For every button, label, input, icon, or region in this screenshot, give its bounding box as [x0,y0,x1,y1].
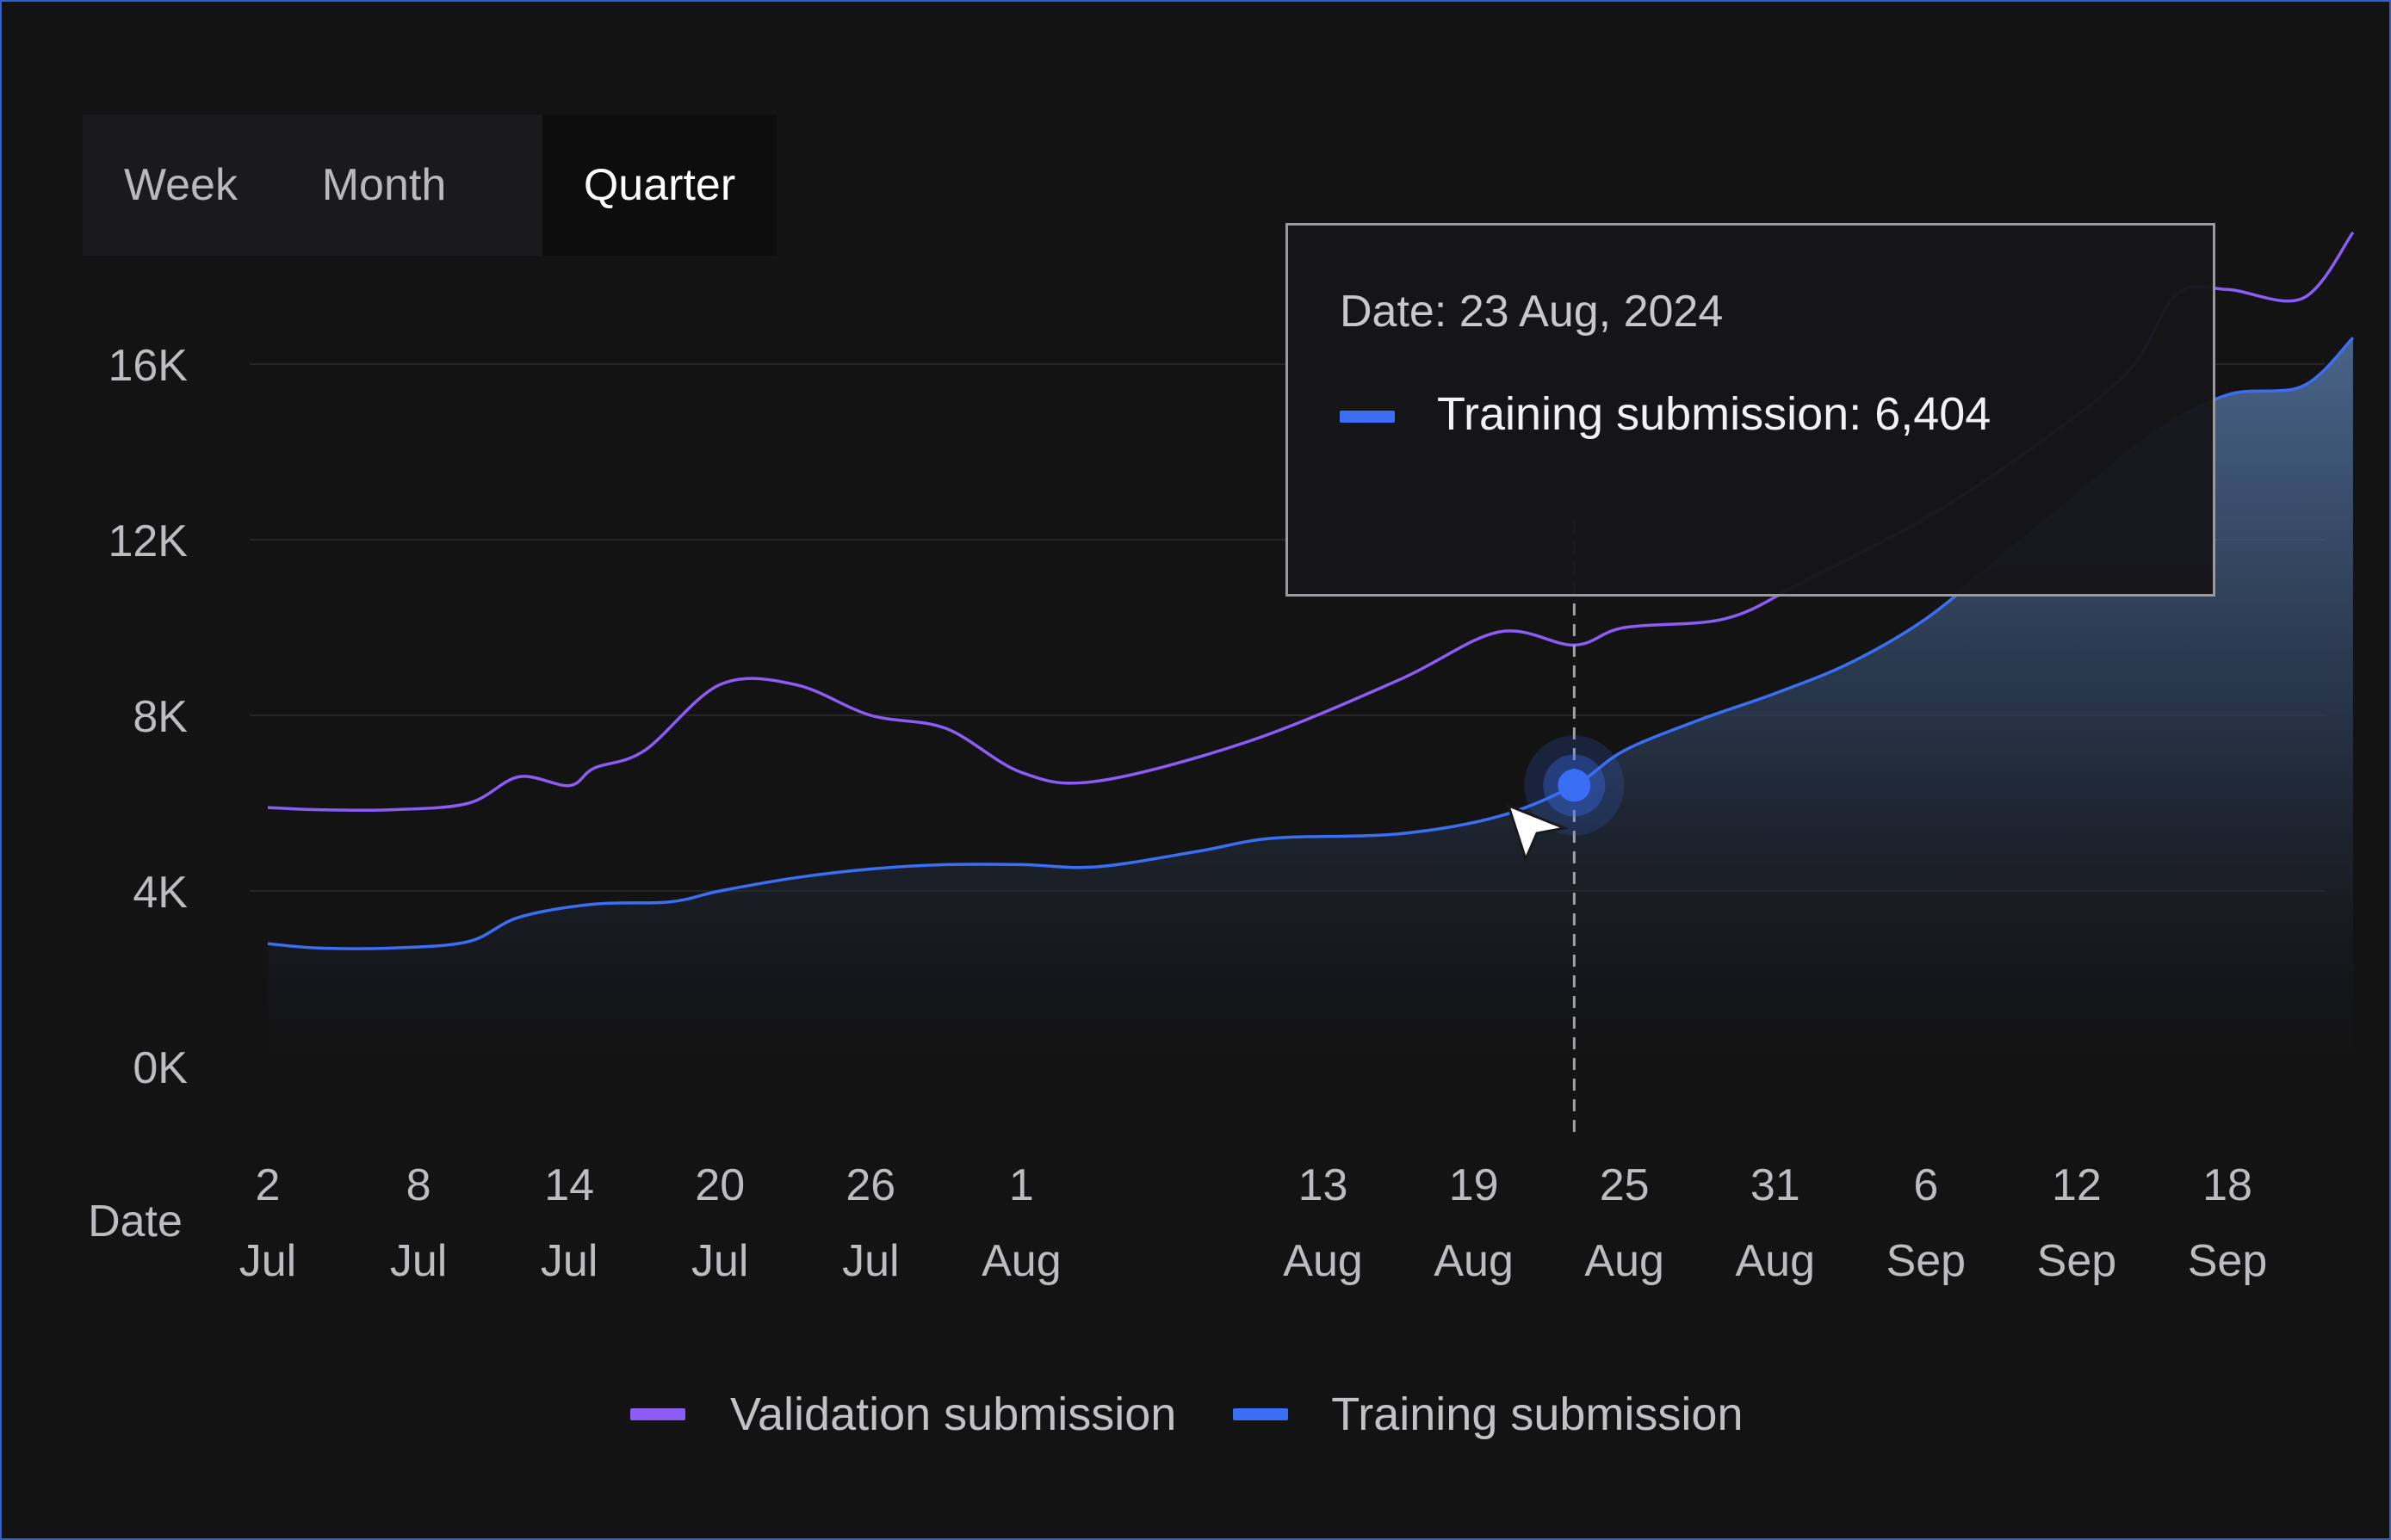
tab-quarter[interactable]: Quarter [542,114,777,256]
legend-swatch-training [1233,1408,1289,1420]
x-tick-day: 20 [695,1160,745,1210]
x-tick-day: 19 [1449,1160,1499,1210]
y-tick-label: 16K [108,341,188,391]
x-tick-month: Jul [239,1236,296,1286]
chart-tooltip: Date: 23 Aug, 2024 Training submission: … [1285,223,2215,597]
training-area [268,337,2353,1067]
x-tick-day: 26 [846,1160,895,1210]
hover-point[interactable] [1558,769,1591,802]
hover-marker [1524,521,1625,1136]
x-tick-month: Aug [982,1236,1062,1286]
y-tick-label: 12K [108,516,188,566]
tooltip-value: Training submission: 6,404 [1437,388,1991,440]
period-tabs: Week Month Quarter [83,114,777,256]
y-tick-label: 8K [133,692,188,742]
x-tick-day: 8 [406,1160,431,1210]
x-tick-month: Sep [1886,1236,1967,1286]
tooltip-swatch [1340,411,1395,423]
x-tick-month: Jul [541,1236,598,1286]
x-tick-month: Sep [2188,1236,2268,1286]
x-tick-month: Jul [390,1236,447,1286]
x-tick-month: Jul [842,1236,899,1286]
x-tick-month: Aug [1584,1236,1664,1286]
x-tick-day: 2 [256,1160,281,1210]
legend-label-training: Training submission [1331,1388,1744,1440]
tooltip-date: Date: 23 Aug, 2024 [1340,287,1724,337]
x-tick-day: 14 [544,1160,594,1210]
x-axis: 2 Jul 8 Jul 14 Jul 20 Jul 26 Jul 1 Aug 13 Aug 19 Aug 25 A… [239,1160,2268,1286]
x-tick-day: 31 [1750,1160,1800,1210]
tab-month[interactable]: Month [321,160,447,210]
tab-week[interactable]: Week [124,160,238,210]
x-tick-month: Aug [1434,1236,1514,1286]
legend-label-validation: Validation submission [730,1388,1177,1440]
x-tick-month: Sep [2037,1236,2117,1286]
y-tick-label: 4K [133,868,188,918]
x-tick-month: Aug [1736,1236,1816,1286]
x-tick-day: 13 [1298,1160,1348,1210]
cursor-icon [1506,803,1570,863]
x-tick-day: 6 [1913,1160,1938,1210]
legend: Validation submission Training submissio… [630,1388,1743,1441]
x-tick-month: Aug [1283,1236,1363,1286]
x-tick-month: Jul [691,1236,748,1286]
area-fill [268,337,2353,1067]
x-tick-day: 12 [2052,1160,2102,1210]
x-tick-day: 1 [1009,1160,1034,1210]
y-axis: 0K 4K 8K 12K 16K [108,341,188,1093]
x-tick-day: 25 [1600,1160,1650,1210]
x-tick-day: 18 [2202,1160,2252,1210]
x-axis-label: Date [88,1197,183,1246]
y-tick-label: 0K [133,1043,188,1093]
legend-swatch-validation [630,1408,685,1420]
